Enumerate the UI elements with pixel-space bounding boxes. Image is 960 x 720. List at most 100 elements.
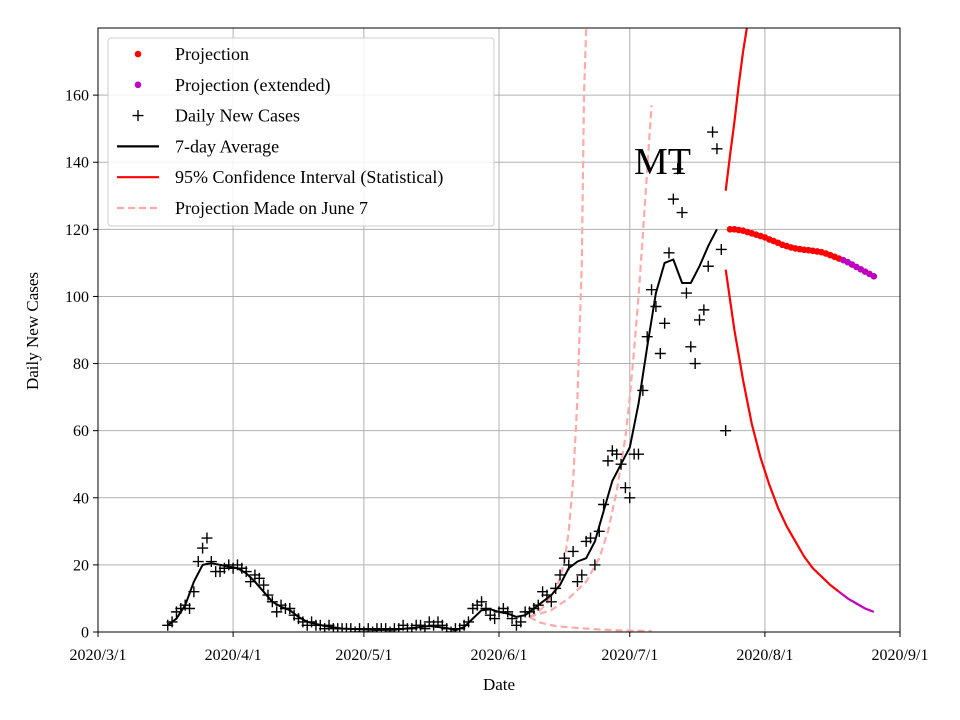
- daily-case-point: [558, 552, 570, 564]
- daily-case-point: [694, 314, 705, 326]
- daily-case-point: [720, 425, 732, 437]
- y-tick-label: 60: [73, 423, 89, 440]
- daily-case-point: [197, 542, 209, 554]
- daily-new-cases: [162, 126, 732, 632]
- daily-case-point: [489, 613, 501, 625]
- grid: [97, 28, 901, 633]
- daily-case-point: [672, 163, 684, 175]
- x-tick-label: 2020/6/1: [471, 647, 528, 664]
- y-tick-label: 40: [73, 490, 89, 507]
- daily-case-point: [707, 126, 719, 138]
- legend-label: Daily New Cases: [175, 106, 300, 126]
- x-tick-label: 2020/4/1: [205, 647, 262, 664]
- daily-case-point: [201, 532, 213, 544]
- daily-case-point: [166, 616, 178, 628]
- daily-case-point: [240, 566, 252, 578]
- daily-case-point: [419, 623, 431, 632]
- daily-case-point: [532, 599, 544, 611]
- legend-entry: Daily New Cases: [132, 106, 300, 126]
- daily-case-point: [685, 341, 697, 353]
- y-axis-label: Daily New Cases: [23, 272, 42, 390]
- legend: Projection Projection (extended) Daily New…: [107, 37, 495, 227]
- daily-case-point: [266, 596, 278, 608]
- daily-case-point: [663, 247, 675, 259]
- daily-case-point: [550, 582, 562, 594]
- daily-case-point: [567, 545, 579, 557]
- daily-case-point: [611, 448, 623, 460]
- daily-case-point: [245, 576, 257, 588]
- ci-lower-extended-line: [838, 590, 875, 613]
- x-tick-label: 2020/7/1: [601, 647, 658, 664]
- daily-case-point: [593, 525, 605, 537]
- y-tick-label: 160: [65, 88, 89, 105]
- daily-case-point: [598, 498, 610, 510]
- daily-case-point: [711, 143, 723, 155]
- confidence-interval: [724, 28, 875, 613]
- y-tick-label: 0: [81, 625, 89, 642]
- x-tick-label: 2020/3/1: [70, 647, 127, 664]
- daily-case-point: [667, 193, 679, 205]
- daily-case-point: [563, 559, 575, 571]
- daily-case-point: [589, 559, 601, 571]
- daily-case-point: [659, 317, 671, 329]
- daily-case-point: [624, 492, 636, 504]
- daily-case-point: [602, 455, 614, 467]
- daily-case-point: [689, 358, 701, 370]
- june7-projection-lower: [528, 615, 652, 632]
- y-tick-label: 140: [65, 155, 89, 172]
- legend-plus-marker: [132, 110, 144, 122]
- y-tick-label: 100: [65, 289, 89, 306]
- daily-case-point: [188, 586, 200, 598]
- daily-case-point: [571, 576, 583, 588]
- x-tick-label: 2020/9/1: [872, 647, 929, 664]
- daily-case-point: [480, 603, 492, 615]
- daily-case-point: [258, 579, 270, 591]
- legend-entry: 7-day Average: [117, 136, 279, 156]
- daily-case-point: [615, 458, 627, 470]
- daily-case-point: [545, 596, 557, 608]
- daily-case-point: [698, 304, 710, 316]
- daily-case-point: [680, 287, 692, 299]
- daily-case-point: [506, 613, 518, 625]
- daily-case-point: [702, 260, 714, 272]
- legend-entry: Projection Made on June 7: [117, 198, 368, 218]
- daily-case-point: [192, 556, 204, 568]
- daily-case-point: [205, 556, 217, 568]
- x-tick-label: 2020/8/1: [736, 647, 793, 664]
- projection-extended-point: [870, 273, 878, 280]
- legend-dot-marker: [134, 81, 142, 89]
- daily-case-point: [641, 331, 653, 343]
- daily-case-point: [462, 616, 474, 628]
- y-tick-label: 20: [73, 557, 89, 574]
- state-label: MT: [634, 141, 691, 183]
- x-axis-label: Date: [483, 675, 515, 694]
- y-tick-label: 120: [65, 222, 89, 239]
- legend-entry: Projection (extended): [134, 75, 330, 96]
- legend-label: Projection Made on June 7: [175, 198, 368, 218]
- daily-case-point: [715, 243, 727, 255]
- x-tick-label: 2020/5/1: [335, 647, 392, 664]
- daily-case-point: [654, 347, 666, 359]
- daily-case-point: [184, 603, 196, 615]
- daily-case-point: [619, 482, 631, 494]
- daily-case-point: [646, 284, 658, 296]
- daily-case-point: [650, 301, 662, 313]
- daily-case-point: [541, 589, 553, 601]
- daily-case-point: [253, 572, 265, 584]
- daily-case-point: [271, 606, 283, 618]
- seven-day-average: [167, 228, 718, 632]
- seven-day-average-line: [167, 228, 718, 632]
- legend-entry: Projection: [134, 44, 249, 64]
- ci-upper-line: [724, 28, 748, 191]
- daily-case-point: [585, 532, 597, 544]
- daily-case-point: [554, 569, 566, 581]
- daily-case-point: [284, 603, 296, 615]
- y-tick-label: 80: [73, 356, 89, 373]
- daily-case-point: [502, 606, 514, 618]
- legend-label: 95% Confidence Interval (Statistical): [175, 167, 443, 188]
- legend-entry: 95% Confidence Interval (Statistical): [117, 167, 443, 188]
- projection: [726, 226, 878, 280]
- daily-case-point: [515, 616, 527, 628]
- daily-case-point: [632, 448, 644, 460]
